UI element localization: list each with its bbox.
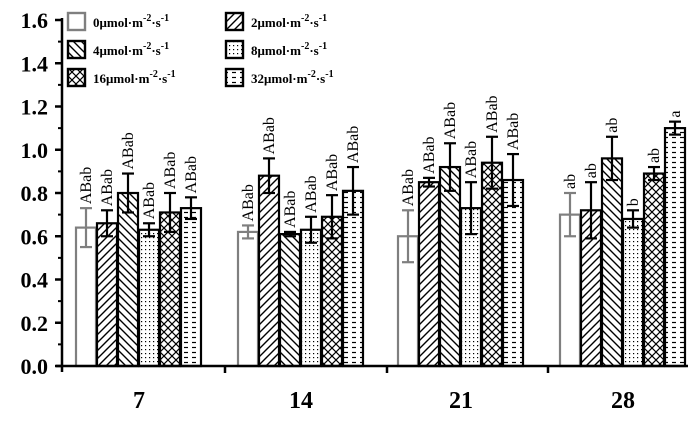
legend-swatch-3 <box>66 39 87 60</box>
significance-label: ABab <box>282 191 299 228</box>
significance-label: ABab <box>400 169 417 206</box>
bar-28-series-4 <box>621 217 645 368</box>
significance-label: ABab <box>505 113 522 150</box>
legend-swatch-5 <box>66 67 87 88</box>
legend-label-2: 2μmol·m-2·s-1 <box>251 13 327 30</box>
bar-21-series-3 <box>438 165 462 368</box>
significance-label: ABab <box>261 117 278 154</box>
bar-21-series-2 <box>417 181 441 368</box>
y-tick-label: 1.0 <box>21 138 49 163</box>
legend-swatch-6 <box>224 67 245 88</box>
bar-7-series-1 <box>74 226 98 368</box>
legend-label-6: 32μmol·m-2·s-1 <box>251 69 334 86</box>
y-tick-label: 0.6 <box>21 224 49 249</box>
legend-swatch-1 <box>66 11 87 32</box>
significance-label: ABab <box>484 95 501 132</box>
legend-label-1: 0μmol·m-2·s-1 <box>93 13 169 30</box>
x-tick-label: 28 <box>611 388 635 414</box>
significance-label: ab <box>562 174 579 189</box>
significance-label: ABab <box>463 141 480 178</box>
significance-label: ABab <box>421 137 438 174</box>
y-tick-label: 1.6 <box>21 8 49 33</box>
y-tick-label: 1.4 <box>21 51 49 76</box>
bar-14-series-2 <box>257 174 281 368</box>
bar-7-series-3 <box>116 191 140 368</box>
significance-label: a <box>667 111 684 118</box>
bar-28-series-5 <box>642 172 666 368</box>
bar-14-series-1 <box>236 230 260 368</box>
bar-28-series-3 <box>600 157 624 368</box>
bar-21-series-5 <box>480 161 504 368</box>
legend-label-5: 16μmol·m-2·s-1 <box>93 69 176 86</box>
significance-label: b <box>625 198 642 206</box>
significance-label: ABab <box>183 156 200 193</box>
significance-label: ab <box>604 118 621 133</box>
significance-label: ABab <box>303 175 320 212</box>
bar-21-series-6 <box>501 178 525 368</box>
significance-label: ABab <box>240 184 257 221</box>
bar-7-series-5 <box>158 211 182 368</box>
x-tick-label: 7 <box>133 388 145 414</box>
legend-swatch-4 <box>224 39 245 60</box>
axes: 0.0 0.2 0.4 0.6 0.8 1.0 1.2 1.4 1.6 7 14 21 28 <box>21 8 688 414</box>
significance-label: ab <box>583 163 600 178</box>
significance-label: ABab <box>141 182 158 219</box>
legend: 0μmol·m-2·s-1 2μmol·m-2·s-1 4μmol·m-2·s-1 8… <box>66 11 334 88</box>
bar-7-series-6 <box>179 207 203 368</box>
y-tick-label: 0.4 <box>21 268 49 293</box>
significance-label: ABab <box>324 154 341 191</box>
significance-label: ab <box>646 148 663 163</box>
bar-14-series-4 <box>299 228 323 368</box>
legend-label-4: 8μmol·m-2·s-1 <box>251 41 327 58</box>
bar-7-series-2 <box>95 222 119 368</box>
y-tick-label: 0.2 <box>21 311 49 336</box>
significance-label: ABab <box>78 167 95 204</box>
x-tick-label: 14 <box>289 388 313 414</box>
significance-label: ABab <box>345 126 362 163</box>
significance-label: ABab <box>99 169 116 206</box>
x-tick-label: 21 <box>449 388 473 414</box>
significance-label: ABab <box>162 152 179 189</box>
significance-label: ABab <box>442 102 459 139</box>
bar-14-series-6 <box>341 189 365 368</box>
bar-28-series-6 <box>663 127 687 368</box>
y-tick-label: 0.8 <box>21 181 49 206</box>
legend-label-3: 4μmol·m-2·s-1 <box>93 41 169 58</box>
legend-swatch-2 <box>224 11 245 32</box>
bar-14-series-3 <box>278 232 302 368</box>
bar-7-series-4 <box>137 228 161 368</box>
y-tick-label: 1.2 <box>21 95 49 120</box>
significance-label: ABab <box>120 132 137 169</box>
y-tick-label: 0.0 <box>21 354 49 379</box>
